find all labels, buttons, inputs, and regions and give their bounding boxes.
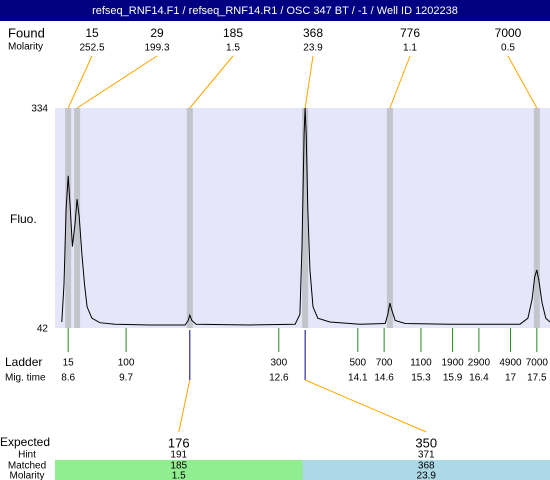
found-size: 7000	[495, 26, 522, 40]
match-bar	[55, 460, 303, 480]
found-size: 776	[400, 26, 420, 40]
y-tick-label: 42	[37, 324, 49, 335]
ladder-time: 12.6	[269, 373, 289, 384]
expected-size: 350	[415, 435, 437, 450]
title-bar	[0, 0, 550, 21]
peak-connector	[507, 55, 538, 109]
expected-label: Expected	[0, 435, 50, 449]
found-size: 29	[150, 26, 164, 40]
found-molarity: 0.5	[501, 43, 515, 54]
ladder-time: 17	[505, 373, 517, 384]
trace	[61, 107, 550, 326]
ladder-size: 300	[270, 358, 287, 369]
ladder-time: 8.6	[61, 373, 75, 384]
hint-label: Hint	[18, 450, 36, 461]
expected-matched: 368	[418, 461, 435, 472]
ladder-size: 4900	[499, 358, 522, 369]
found-size: 185	[223, 26, 243, 40]
peak-band	[186, 108, 193, 328]
molarity-label: Molarity	[8, 42, 43, 53]
expected-matched: 185	[170, 461, 187, 472]
found-molarity: 199.3	[144, 43, 169, 54]
match-connector	[304, 379, 427, 433]
found-size: 15	[85, 26, 99, 40]
expected-molarity: 23.9	[417, 471, 437, 480]
ladder-time: 16.4	[469, 373, 489, 384]
peak-connector	[304, 55, 314, 109]
expected-hint: 191	[170, 450, 187, 461]
match-connector	[178, 379, 191, 433]
peak-band	[302, 108, 309, 328]
ladder-size: 1100	[410, 358, 432, 369]
ladder-size: 1900	[441, 358, 464, 369]
found-label: Found	[8, 25, 45, 40]
found-molarity: 1.1	[403, 43, 417, 54]
match-bar	[302, 460, 550, 480]
ladder-size: 100	[118, 358, 135, 369]
peak-band	[533, 108, 540, 328]
peak-band	[74, 108, 81, 328]
peak-connector	[389, 55, 411, 109]
ladder-size: 7000	[526, 358, 549, 369]
ladder-time: 9.7	[119, 373, 133, 384]
mig-time-label: Mig. time	[5, 373, 46, 384]
ladder-time: 14.1	[348, 373, 368, 384]
found-size: 368	[303, 26, 323, 40]
ladder-label: Ladder	[5, 355, 42, 369]
y-tick-label: 334	[31, 104, 48, 115]
ladder-size: 700	[376, 358, 393, 369]
ladder-size: 15	[63, 358, 75, 369]
found-molarity: 252.5	[79, 43, 104, 54]
ladder-time: 14.6	[374, 373, 394, 384]
ladder-time: 17.5	[527, 373, 547, 384]
chart-title: refseq_RNF14.F1 / refseq_RNF14.R1 / OSC …	[92, 5, 458, 17]
y-axis-label: Fluo.	[10, 212, 37, 226]
peak-connector	[189, 55, 234, 109]
peak-connector	[76, 55, 158, 109]
matched-label: Matched	[8, 461, 46, 472]
expected-size: 176	[168, 435, 190, 450]
ladder-time: 15.9	[443, 373, 463, 384]
peak-band	[386, 108, 393, 328]
peak-connector	[67, 55, 93, 109]
expected-molarity-label: Molarity	[9, 471, 44, 480]
found-molarity: 23.9	[303, 43, 323, 54]
peak-band	[65, 108, 72, 328]
expected-hint: 371	[418, 450, 435, 461]
ladder-time: 15.3	[411, 373, 431, 384]
expected-molarity: 1.5	[172, 471, 186, 480]
ladder-size: 500	[349, 358, 366, 369]
found-molarity: 1.5	[226, 43, 240, 54]
ladder-size: 2900	[468, 358, 491, 369]
